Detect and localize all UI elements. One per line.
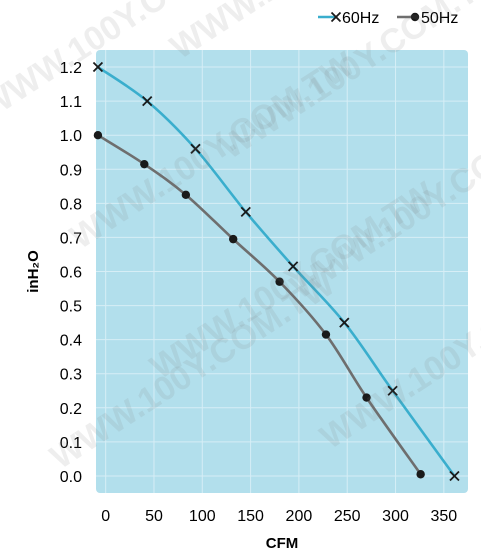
data-point-50hz [362,393,371,402]
data-point-50hz [416,470,425,479]
x-tick-label: 350 [430,508,457,525]
data-point-50hz [321,330,331,339]
y-tick-label: 0.4 [60,333,82,350]
x-tick-label: 300 [382,508,409,525]
x-tick-label: 100 [189,508,216,525]
y-axis-label: inH₂O [25,250,42,293]
data-point-60hz [92,61,104,73]
y-tick-label: 0.1 [60,435,82,452]
marker-stroke [339,317,350,328]
y-tick-label: 1.1 [60,94,82,111]
x-tick-label: 250 [334,508,361,525]
x-tick-label: 200 [286,508,313,525]
data-point-60hz [287,261,299,272]
data-point-60hz [387,385,398,396]
x-tick-label: 150 [237,508,264,525]
legend-item-50hz: 50Hz [397,10,458,27]
y-tick-label: 0.7 [60,230,82,247]
legend-item-60hz: 60Hz [318,10,379,27]
data-point-50hz [275,277,284,286]
y-tick-label: 1.0 [60,128,82,145]
legend-marker-60hz [330,11,342,23]
y-tick-label: 0.3 [60,367,82,384]
legend-label-50hz: 50Hz [421,10,458,27]
data-point-50hz [93,130,103,140]
legend-marker-50hz [410,12,420,22]
data-point-50hz [140,159,149,169]
data-point-50hz [229,234,238,244]
x-axis-label: CFM [266,535,299,552]
x-tick-label: 0 [101,508,110,525]
marker-stroke [190,143,201,154]
data-point-60hz [190,143,201,154]
y-tick-label: 0.8 [60,196,82,213]
y-tick-label: 1.2 [60,60,82,77]
y-tick-label: 0.0 [60,469,82,486]
marker-stroke [330,11,342,23]
y-tick-label: 0.6 [60,265,82,282]
y-tick-label: 0.5 [60,299,82,316]
marker-stroke [240,206,251,218]
data-point-60hz [449,470,460,482]
data-point-60hz [142,95,153,107]
y-tick-label: 0.9 [60,162,82,179]
data-point-60hz [240,206,251,218]
x-tick-label: 50 [145,508,163,525]
marker-stroke [142,95,153,107]
marker-stroke [92,61,104,73]
data-point-60hz [339,317,350,328]
marker-stroke [287,261,299,272]
marker-stroke [387,385,398,396]
marker-stroke [449,470,460,482]
y-tick-label: 0.2 [60,401,82,418]
data-point-50hz [181,190,191,200]
legend-label-60hz: 60Hz [342,10,379,27]
